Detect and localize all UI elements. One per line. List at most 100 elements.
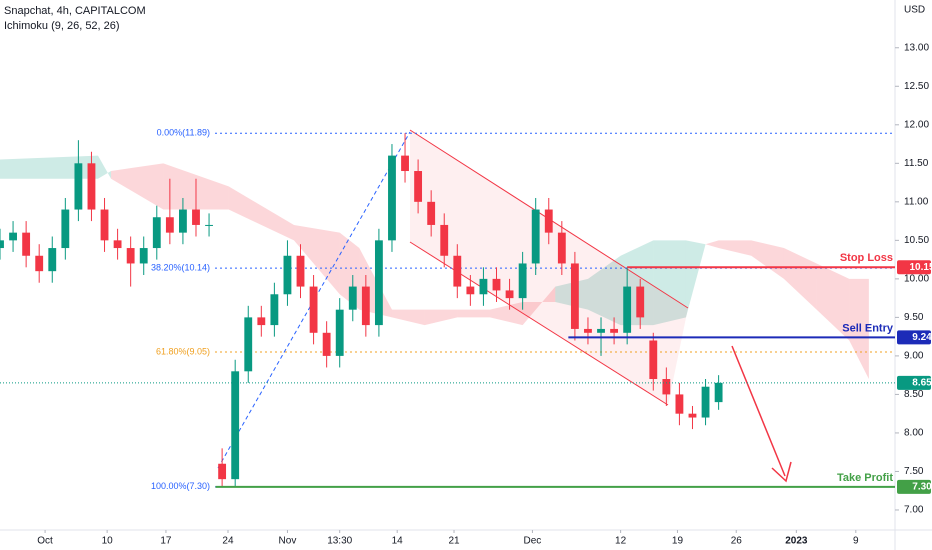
candle-body: [649, 340, 658, 380]
candle-body: [348, 286, 357, 310]
y-tick-label: 7.50: [904, 466, 924, 477]
arrow-head: [771, 461, 792, 483]
y-tick-label: 13.00: [904, 42, 929, 53]
candle-body: [479, 278, 488, 295]
y-tick-label: 11.50: [904, 158, 929, 169]
candle-body: [257, 317, 266, 326]
level-label: Take Profit: [837, 472, 893, 484]
arrow-shaft: [731, 345, 786, 477]
candle-body: [100, 209, 109, 241]
candle-body: [557, 232, 566, 264]
y-tick-label: 9.00: [904, 351, 924, 362]
cloud-segment: [111, 163, 164, 210]
price-box-label: 9.24: [912, 332, 932, 343]
candle-body: [453, 255, 462, 287]
candle-body: [427, 201, 436, 225]
candle-body: [675, 394, 684, 414]
x-tick-label: 17: [160, 536, 172, 547]
fib-label: 38.20%(10.14): [151, 262, 210, 272]
price-box: [897, 260, 931, 275]
candle-body: [335, 309, 344, 356]
candle-body: [401, 155, 409, 172]
indicator-label: Ichimoku (9, 26, 52, 26): [4, 20, 120, 32]
cloud-segment: [391, 309, 425, 326]
candle-body: [152, 217, 161, 249]
price-box-label: 10.15: [909, 262, 932, 273]
candle-body: [296, 255, 305, 287]
candle-body: [623, 286, 632, 333]
candle-body: [48, 248, 57, 272]
candle-body: [570, 263, 579, 329]
candle-body: [688, 413, 697, 418]
x-tick-label: 19: [672, 536, 684, 547]
cloud-segment: [816, 263, 850, 341]
candle-body: [126, 248, 135, 264]
candle-body: [139, 248, 148, 264]
cloud-segment: [97, 155, 112, 179]
y-tick-label: 10.00: [904, 274, 929, 285]
price-box-label: 7.30: [912, 482, 932, 493]
y-tick-label: 11.00: [904, 196, 929, 207]
candle-body: [440, 224, 449, 256]
candle-body: [218, 463, 227, 480]
x-tick-label: 9: [853, 536, 859, 547]
cloud-segment: [783, 248, 817, 310]
y-tick-label: 12.50: [904, 81, 929, 92]
y-tick-label: 12.00: [904, 119, 929, 130]
x-tick-label: 24: [222, 536, 234, 547]
cloud-segment: [587, 255, 621, 326]
x-tick-label: 26: [731, 536, 743, 547]
candle-body: [192, 209, 200, 225]
candle-body: [231, 371, 240, 480]
cloud-segment: [228, 186, 294, 241]
candle-body: [0, 240, 4, 249]
fib-label: 61.80%(9.05): [156, 346, 210, 356]
candle-body: [205, 224, 213, 226]
candle-body: [531, 209, 540, 264]
cloud-segment: [424, 309, 458, 326]
price-box-label: 8.65: [912, 378, 932, 389]
candle-body: [22, 232, 31, 256]
candle-body: [35, 255, 44, 272]
channel-lower: [409, 241, 669, 406]
drawings: [217, 129, 792, 483]
candle-body: [87, 163, 96, 210]
candle-body: [636, 286, 645, 318]
candle-body: [283, 255, 292, 295]
candle-body: [361, 286, 370, 326]
x-tick-label: 10: [102, 536, 114, 547]
x-tick-label: 14: [392, 536, 404, 547]
candle-body: [374, 240, 383, 326]
level-label: Sell Entry: [842, 322, 894, 334]
cloud-segment: [718, 240, 752, 256]
x-tick-label: 13:30: [327, 536, 352, 547]
candle-body: [466, 286, 475, 295]
cloud-segment: [0, 155, 98, 179]
candle-body: [270, 294, 279, 326]
x-tick-label: 12: [615, 536, 627, 547]
fib-label: 0.00%(11.89): [157, 128, 210, 138]
candle-body: [165, 217, 174, 233]
candle-body: [701, 386, 710, 418]
candle-body: [662, 379, 671, 395]
cloud-segment: [685, 240, 706, 318]
x-tick-label: 2023: [785, 536, 808, 547]
cloud-segment: [705, 240, 719, 249]
candle-body: [597, 328, 605, 333]
candle-body: [505, 290, 514, 299]
candle-body: [714, 382, 723, 403]
candle-body: [9, 232, 17, 241]
channel-fill: [410, 130, 688, 405]
cloud-segment: [751, 240, 784, 279]
x-tick-label: 21: [448, 536, 460, 547]
candle-body: [244, 317, 253, 372]
x-tick-label: Oct: [37, 536, 53, 547]
candle-body: [309, 286, 318, 333]
x-tick-label: Nov: [279, 536, 297, 547]
y-tick-label: 10.50: [904, 235, 929, 246]
fib-trend-line: [217, 131, 411, 469]
candle-body: [414, 171, 423, 202]
chart-title: Snapchat, 4h, CAPITALCOM: [4, 5, 146, 17]
candle-body: [518, 263, 527, 299]
